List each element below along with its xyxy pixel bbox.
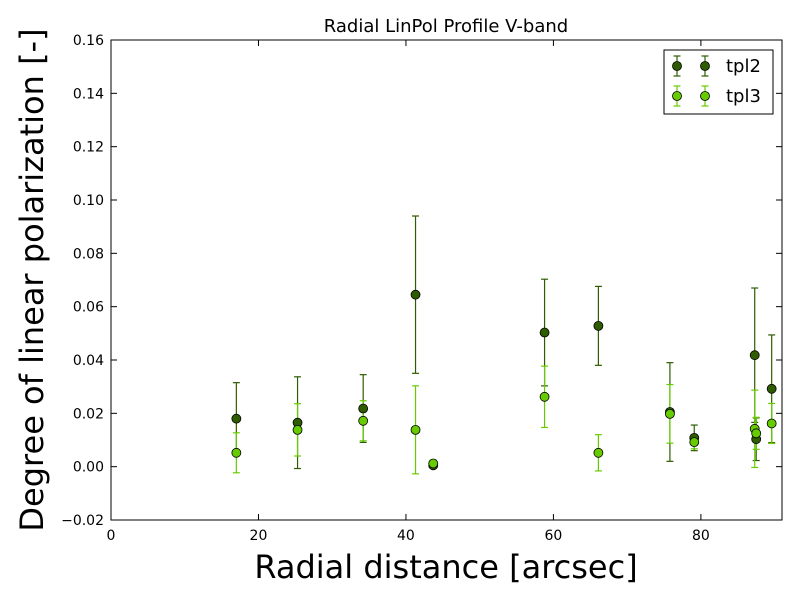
x-tick-label: 40 [397,528,415,544]
plot-frame [110,39,783,521]
tpl3-point [593,447,604,458]
y-tick-label: 0.10 [73,193,104,209]
x-tick-label: 80 [692,528,710,544]
tpl3-point [358,415,369,426]
tpl3-point [689,437,700,448]
legend-tpl3-label: tpl3 [726,86,761,107]
tpl2-point [539,327,550,338]
legend-tpl2-marker [700,61,710,71]
tpl3-point [766,418,777,429]
chart-title: Radial LinPol Profile V-band [324,16,568,37]
x-tick-label: 20 [250,528,268,544]
y-tick-label: 0.14 [73,86,104,102]
y-axis-label: Degree of linear polarization [-] [13,28,51,531]
legend-tpl3-marker [700,91,710,101]
y-tick-label: −0.02 [61,513,104,529]
legend-tpl2-label: tpl2 [726,56,761,77]
legend-tpl2-marker [672,61,682,71]
y-tick-label: 0.02 [73,406,104,422]
legend-tpl3-marker [672,91,682,101]
tpl2-point [358,403,369,414]
tpl3-point [410,424,421,435]
tpl2-point [749,350,760,361]
y-tick-label: 0.08 [73,246,104,262]
tpl3-point [751,428,762,439]
y-tick-label: 0.04 [73,353,104,369]
y-tick-label: 0.00 [73,460,104,476]
tpl3-point [231,447,242,458]
tpl2-point [593,320,604,331]
tpl3-point [292,424,303,435]
y-tick-label: 0.16 [73,33,104,49]
tpl3-point [539,391,550,402]
tpl3-point [665,408,675,419]
plot-area: 0 20 40 60 80 −0.02 0.00 0.02 0.04 0.06 0.08 0.10 0.… [61,33,783,544]
x-axis-label: Radial distance [arcsec] [254,548,637,586]
tpl2-point [410,289,421,300]
y-tick-label: 0.12 [73,140,104,156]
tpl2-point [766,383,777,394]
y-tick-label: 0.06 [73,300,104,316]
x-tick-label: 0 [107,528,116,544]
legend-box [663,49,774,115]
x-tick-label: 60 [545,528,563,544]
tpl3-point [428,458,439,469]
tpl2-point [231,413,242,424]
